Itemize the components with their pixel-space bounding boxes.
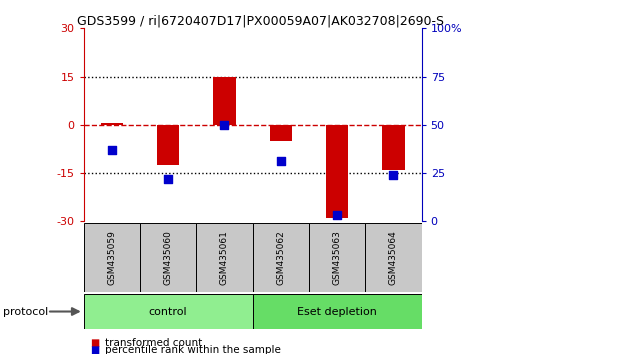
Bar [270, 125, 292, 141]
Text: transformed count: transformed count [105, 338, 203, 348]
Bar [157, 125, 179, 165]
Text: GSM435061: GSM435061 [220, 230, 229, 285]
Bar [140, 223, 197, 292]
Text: GSM435060: GSM435060 [164, 230, 173, 285]
Bar [84, 294, 253, 329]
Text: GDS3599 / ri|6720407D17|PX00059A07|AK032708|2690-S: GDS3599 / ri|6720407D17|PX00059A07|AK032… [77, 14, 444, 27]
Text: GSM435062: GSM435062 [277, 230, 285, 285]
Bar [213, 76, 236, 125]
Bar [253, 223, 309, 292]
Bar [84, 223, 140, 292]
Bar [382, 125, 405, 170]
Bar [326, 125, 348, 218]
Text: GSM435059: GSM435059 [107, 230, 117, 285]
Bar [309, 223, 365, 292]
Text: GSM435064: GSM435064 [389, 230, 398, 285]
Point [332, 213, 342, 218]
Text: GSM435063: GSM435063 [332, 230, 342, 285]
Point [276, 159, 286, 164]
Text: percentile rank within the sample: percentile rank within the sample [105, 346, 281, 354]
Text: ■: ■ [90, 338, 99, 348]
Bar [365, 223, 422, 292]
Text: Eset depletion: Eset depletion [297, 307, 377, 316]
Text: ■: ■ [90, 346, 99, 354]
Point [163, 176, 173, 182]
Bar [253, 294, 422, 329]
Text: protocol: protocol [3, 307, 48, 316]
Text: control: control [149, 307, 187, 316]
Point [389, 172, 399, 178]
Bar [197, 223, 253, 292]
Bar [100, 123, 123, 125]
Point [219, 122, 229, 128]
Point [107, 147, 117, 153]
